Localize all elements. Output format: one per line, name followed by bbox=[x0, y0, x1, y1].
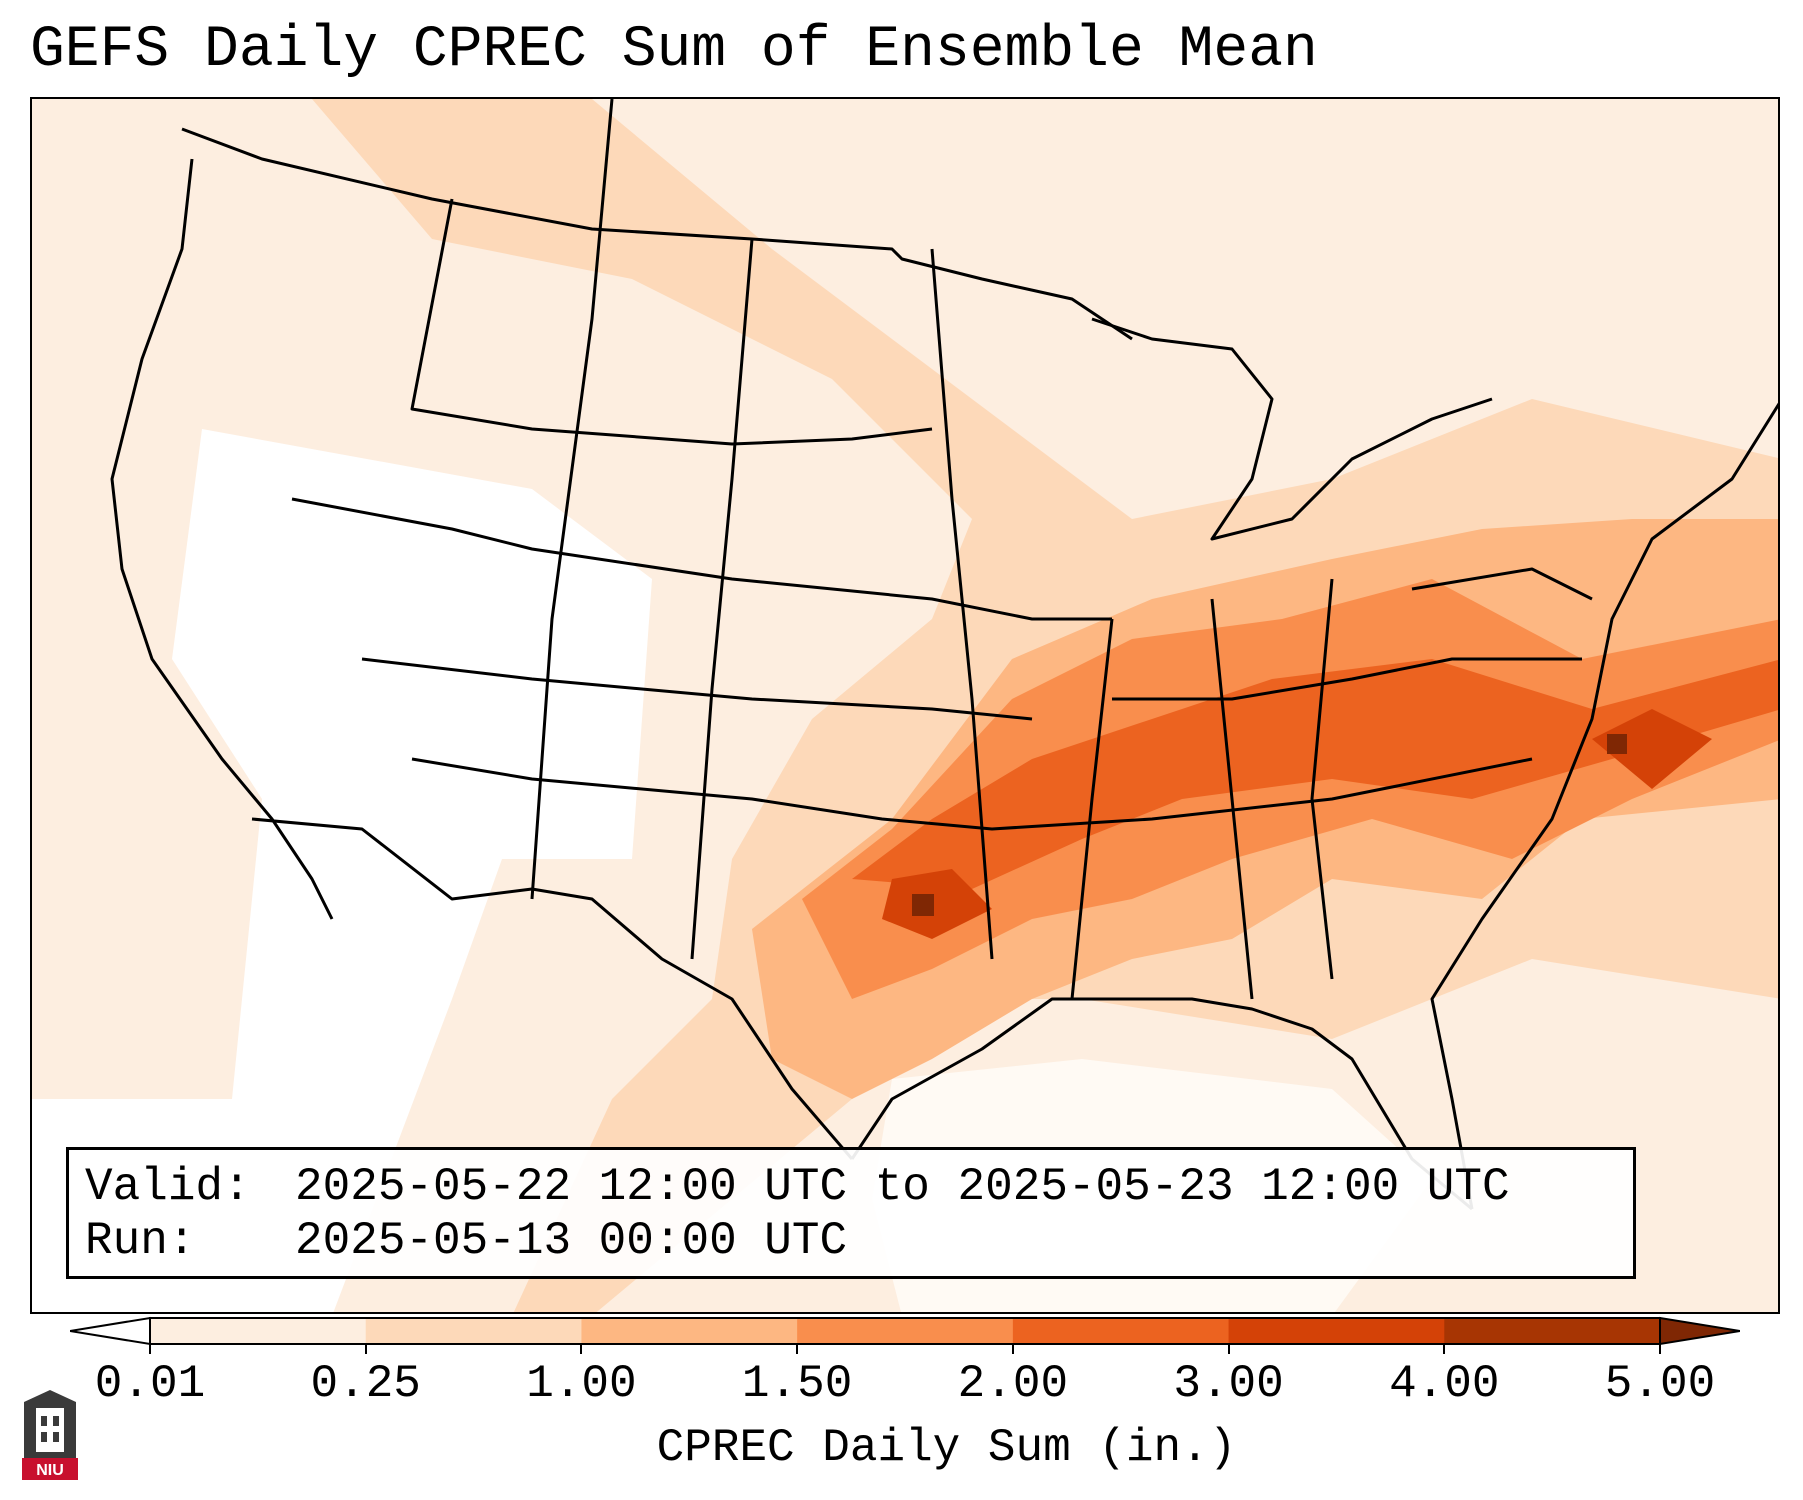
run-key: Run: bbox=[85, 1215, 196, 1267]
state-line-7 bbox=[930, 248, 994, 960]
logo-window-2 bbox=[53, 1416, 59, 1426]
map-svg bbox=[32, 99, 1778, 1312]
colorbar-tick-label: 1.50 bbox=[741, 1358, 853, 1410]
logo-window-3 bbox=[41, 1432, 47, 1442]
state-line-11 bbox=[1112, 657, 1582, 701]
colorbar-border bbox=[149, 1317, 1661, 1345]
state-line-4 bbox=[411, 757, 1533, 831]
state-line-3 bbox=[361, 657, 1033, 721]
state-line-2 bbox=[291, 497, 1112, 621]
us-canada-border bbox=[181, 127, 1133, 341]
precip-max-atlantic bbox=[1607, 734, 1627, 754]
colorbar-svg bbox=[69, 1316, 1741, 1346]
colorbar-segment bbox=[1228, 1318, 1445, 1344]
colorbar-tick-mark bbox=[364, 1344, 367, 1354]
logo-tower bbox=[36, 1408, 64, 1452]
precip-max-ok bbox=[912, 894, 934, 916]
state-line-9 bbox=[1210, 598, 1254, 1000]
run-line: Run: 2025-05-13 00:00 UTC bbox=[85, 1214, 1633, 1268]
valid-key: Valid: bbox=[85, 1161, 251, 1213]
colorbar-segment bbox=[1444, 1318, 1661, 1344]
precipitation-map bbox=[30, 97, 1780, 1314]
precip-dry-west bbox=[32, 429, 652, 1312]
atlantic-coast bbox=[1430, 402, 1778, 1210]
gulf-coast bbox=[850, 997, 1473, 1211]
colorbar-segment bbox=[150, 1318, 367, 1344]
great-lakes bbox=[1091, 317, 1493, 541]
run-value: 2025-05-13 00:00 UTC bbox=[295, 1215, 848, 1267]
colorbar-tick-mark bbox=[1659, 1344, 1661, 1354]
colorbar-label: CPREC Daily Sum (in.) bbox=[656, 1422, 1237, 1474]
colorbar-tick-mark bbox=[796, 1344, 799, 1354]
colorbar-tick-label: 3.00 bbox=[1173, 1358, 1284, 1410]
state-line-5 bbox=[530, 99, 614, 900]
colorbar-tick-mark bbox=[1011, 1344, 1014, 1354]
colorbar-segment bbox=[1012, 1318, 1230, 1344]
colorbar-over-arrow bbox=[1659, 1316, 1741, 1346]
valid-line: Valid: 2025-05-22 12:00 UTC to 2025-05-23… bbox=[85, 1160, 1633, 1214]
colorbar-tick-label: 1.00 bbox=[526, 1358, 637, 1410]
colorbar-segment bbox=[581, 1318, 798, 1344]
colorbar-tick-label: 4.00 bbox=[1389, 1358, 1500, 1410]
pacific-coast bbox=[110, 158, 334, 920]
niu-logo: NIU bbox=[22, 1390, 78, 1480]
colorbar-under-arrow bbox=[69, 1316, 151, 1346]
chart-title: GEFS Daily CPREC Sum of Ensemble Mean bbox=[30, 18, 1318, 83]
colorbar-segment bbox=[797, 1318, 1014, 1344]
colorbar bbox=[69, 1316, 1741, 1346]
colorbar-tick-label: 2.00 bbox=[957, 1358, 1069, 1410]
colorbar-tick-mark bbox=[1443, 1344, 1446, 1354]
logo-window-4 bbox=[53, 1432, 59, 1442]
colorbar-tick-label: 5.00 bbox=[1604, 1358, 1716, 1410]
state-line-10 bbox=[1310, 578, 1334, 980]
state-line-6 bbox=[690, 238, 754, 960]
precip-core-atlantic bbox=[1592, 709, 1712, 789]
colorbar-tick-mark bbox=[149, 1344, 151, 1354]
valid-value: 2025-05-22 12:00 UTC to 2025-05-23 12:00… bbox=[295, 1161, 1510, 1213]
precip-band-strong bbox=[802, 579, 1778, 999]
mexico-border bbox=[251, 817, 854, 1160]
colorbar-tick-label: 0.25 bbox=[310, 1358, 421, 1410]
logo-banner bbox=[22, 1458, 78, 1480]
boundaries bbox=[110, 99, 1778, 1211]
valid-run-box: Valid: 2025-05-22 12:00 UTC to 2025-05-23… bbox=[66, 1147, 1636, 1279]
precip-core-ok bbox=[882, 869, 992, 939]
colorbar-tick-label: 0.01 bbox=[94, 1358, 206, 1410]
state-line-1 bbox=[410, 198, 933, 446]
logo-window-1 bbox=[41, 1416, 47, 1426]
state-line-12 bbox=[1411, 567, 1593, 601]
colorbar-tick-mark bbox=[1227, 1344, 1230, 1354]
colorbar-segment bbox=[365, 1318, 582, 1344]
state-line-8 bbox=[1070, 618, 1114, 1000]
logo-text: NIU bbox=[36, 1462, 64, 1479]
colorbar-tick-mark bbox=[580, 1344, 583, 1354]
